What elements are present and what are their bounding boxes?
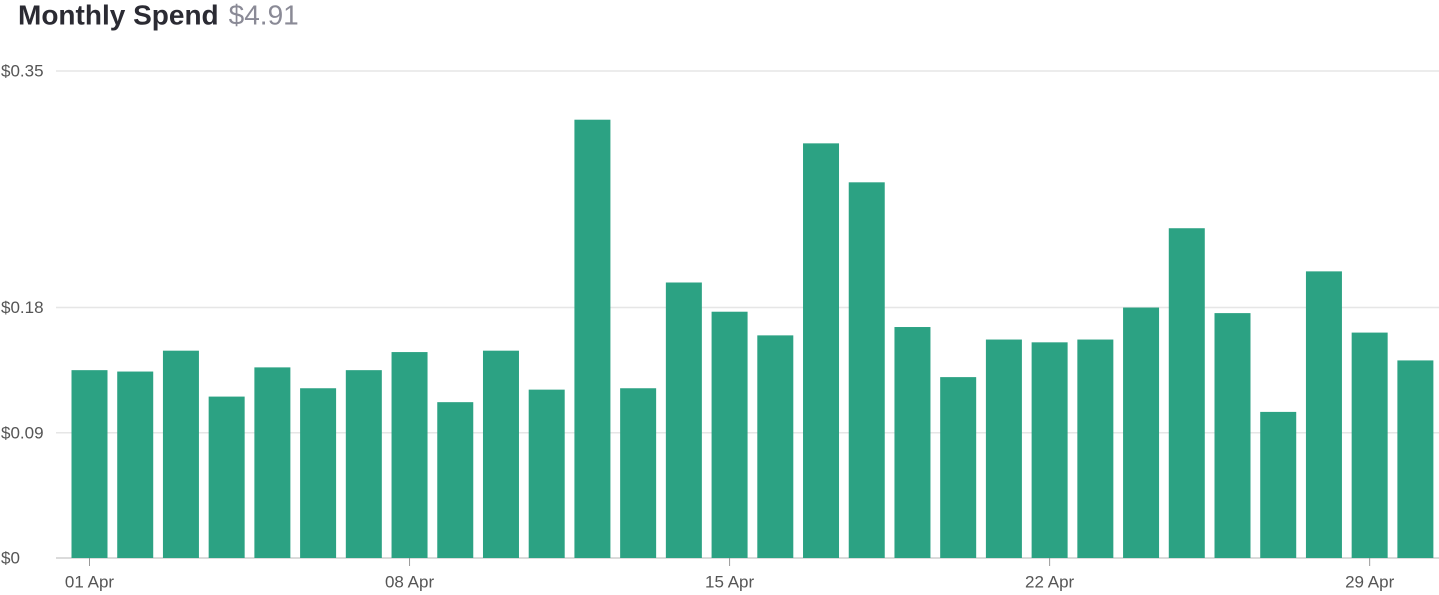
x-tick-label: 15 Apr	[705, 572, 754, 591]
bar	[254, 367, 291, 558]
y-tick-label: $0.18	[1, 298, 44, 317]
bar	[345, 370, 382, 558]
bar	[1260, 411, 1297, 558]
x-tick-label: 22 Apr	[1025, 572, 1074, 591]
x-tick-label: 29 Apr	[1345, 572, 1394, 591]
y-tick-label: $0.09	[1, 423, 44, 442]
y-tick-label: $0	[1, 548, 20, 567]
bar	[162, 350, 199, 558]
bar	[620, 388, 657, 558]
bar	[803, 143, 840, 558]
bar	[71, 370, 108, 558]
chart-title: Monthly Spend	[18, 0, 219, 30]
y-tick-label: $0.35	[1, 61, 44, 80]
bar	[482, 350, 519, 558]
bar	[940, 377, 977, 558]
bar	[117, 371, 154, 558]
bar	[757, 335, 794, 558]
x-tick-label: 01 Apr	[65, 572, 114, 591]
bar	[437, 402, 474, 558]
bar	[665, 282, 702, 558]
chart-subtitle: $4.91	[229, 0, 299, 30]
bar	[391, 352, 428, 558]
bar	[1305, 271, 1342, 558]
bar	[300, 388, 337, 558]
x-tick-label: 08 Apr	[385, 572, 434, 591]
bar	[1031, 342, 1068, 558]
bar	[848, 182, 885, 559]
bar	[1077, 339, 1114, 558]
bar	[1168, 228, 1205, 558]
bar	[894, 327, 931, 558]
bar	[528, 389, 565, 558]
bar	[1123, 307, 1160, 558]
bar	[208, 396, 245, 558]
bar	[711, 311, 748, 558]
bar	[1397, 360, 1434, 558]
bar	[1214, 313, 1251, 558]
bar	[985, 339, 1022, 558]
bar	[1351, 332, 1388, 558]
bar	[574, 119, 611, 558]
